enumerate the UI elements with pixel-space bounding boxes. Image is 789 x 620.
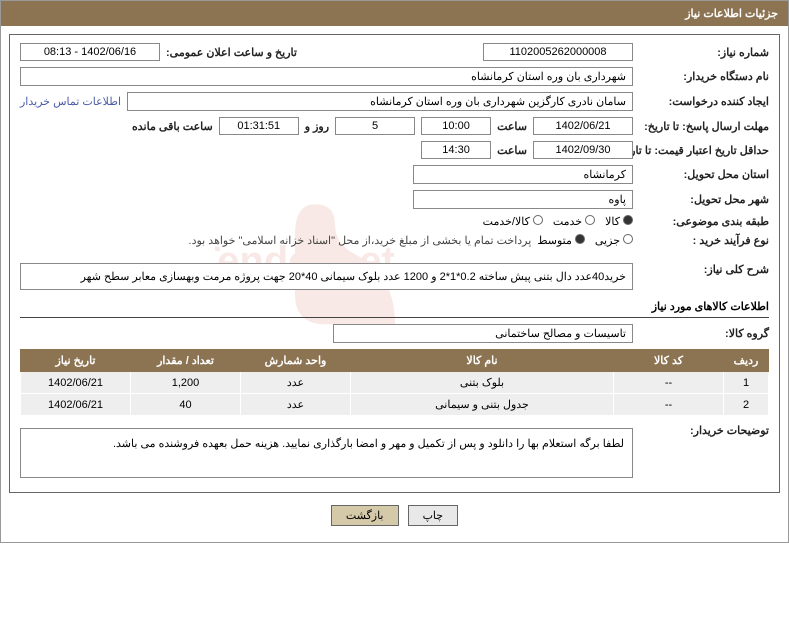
panel-header: جزئیات اطلاعات نیاز bbox=[1, 1, 788, 26]
payment-note: پرداخت تمام یا بخشی از مبلغ خرید،از محل … bbox=[189, 234, 532, 247]
radio-small[interactable] bbox=[623, 234, 633, 244]
deadline-date: 1402/06/21 bbox=[533, 117, 633, 135]
requester-value: سامان نادری کارگزین شهرداری بان وره استا… bbox=[127, 92, 633, 111]
goods-section-title: اطلاعات کالاهای مورد نیاز bbox=[20, 296, 769, 318]
col-qty: تعداد / مقدار bbox=[131, 350, 241, 372]
col-unit: واحد شمارش bbox=[241, 350, 351, 372]
buyer-desc-label: توضیحات خریدار: bbox=[639, 424, 769, 437]
group-label: گروه کالا: bbox=[639, 327, 769, 340]
print-button[interactable]: چاپ bbox=[408, 505, 459, 526]
days-left: 5 bbox=[335, 117, 415, 135]
col-row: ردیف bbox=[724, 350, 769, 372]
buyer-org-value: شهرداری بان وره استان کرمانشاه bbox=[20, 67, 633, 86]
radio-medium[interactable] bbox=[575, 234, 585, 244]
table-row: 2 -- جدول بتنی و سیمانی عدد 40 1402/06/2… bbox=[21, 394, 769, 416]
remaining-label: ساعت باقی مانده bbox=[132, 120, 213, 133]
radio-service[interactable] bbox=[585, 215, 595, 225]
deadline-time: 10:00 bbox=[421, 117, 491, 135]
header-title: جزئیات اطلاعات نیاز bbox=[685, 8, 778, 20]
table-header-row: ردیف کد کالا نام کالا واحد شمارش تعداد /… bbox=[21, 350, 769, 372]
province-label: استان محل تحویل: bbox=[639, 168, 769, 181]
time-label-2: ساعت bbox=[497, 144, 527, 157]
province-value: کرمانشاه bbox=[413, 165, 633, 184]
col-date: تاریخ نیاز bbox=[21, 350, 131, 372]
announce-dt-label: تاریخ و ساعت اعلان عمومی: bbox=[166, 46, 297, 59]
table-row: 1 -- بلوک بتنی عدد 1,200 1402/06/21 bbox=[21, 372, 769, 394]
validity-time: 14:30 bbox=[421, 141, 491, 159]
radio-both[interactable] bbox=[533, 215, 543, 225]
announce-dt-value: 1402/06/16 - 08:13 bbox=[20, 43, 160, 61]
back-button[interactable]: بازگشت bbox=[331, 505, 399, 526]
goods-table: ردیف کد کالا نام کالا واحد شمارش تعداد /… bbox=[20, 349, 769, 416]
process-radios: جزیی متوسط bbox=[537, 234, 633, 247]
city-label: شهر محل تحویل: bbox=[639, 193, 769, 206]
group-value: تاسیسات و مصالح ساختمانی bbox=[333, 324, 633, 343]
contact-link[interactable]: اطلاعات تماس خریدار bbox=[20, 95, 121, 108]
category-radios: کالا خدمت کالا/خدمت bbox=[483, 215, 633, 228]
summary-value: خرید40عدد دال بتنی پیش ساخته 0.2*1*2 و 1… bbox=[20, 263, 633, 290]
button-row: چاپ بازگشت bbox=[9, 497, 780, 534]
buyer-desc-value: لطفا برگه استعلام بها را دانلود و پس از … bbox=[20, 428, 633, 478]
days-unit: روز و bbox=[305, 120, 329, 133]
city-value: ﭘﺎوه bbox=[413, 190, 633, 209]
col-name: نام کالا bbox=[351, 350, 614, 372]
need-no-label: شماره نیاز: bbox=[639, 46, 769, 59]
deadline-label: مهلت ارسال پاسخ: تا تاریخ: bbox=[639, 120, 769, 133]
requester-label: ایجاد کننده درخواست: bbox=[639, 95, 769, 108]
time-left: 01:31:51 bbox=[219, 117, 299, 135]
need-no-value: 1102005262000008 bbox=[483, 43, 633, 61]
category-label: طبقه بندی موضوعی: bbox=[639, 215, 769, 228]
col-code: کد کالا bbox=[614, 350, 724, 372]
main-panel: شماره نیاز: 1102005262000008 تاریخ و ساع… bbox=[9, 34, 780, 493]
process-label: نوع فرآیند خرید : bbox=[639, 234, 769, 247]
summary-label: شرح کلی نیاز: bbox=[639, 263, 769, 276]
validity-date: 1402/09/30 bbox=[533, 141, 633, 159]
time-label-1: ساعت bbox=[497, 120, 527, 133]
buyer-org-label: نام دستگاه خریدار: bbox=[639, 70, 769, 83]
radio-goods[interactable] bbox=[623, 215, 633, 225]
validity-label: حداقل تاریخ اعتبار قیمت: تا تاریخ: bbox=[639, 144, 769, 157]
